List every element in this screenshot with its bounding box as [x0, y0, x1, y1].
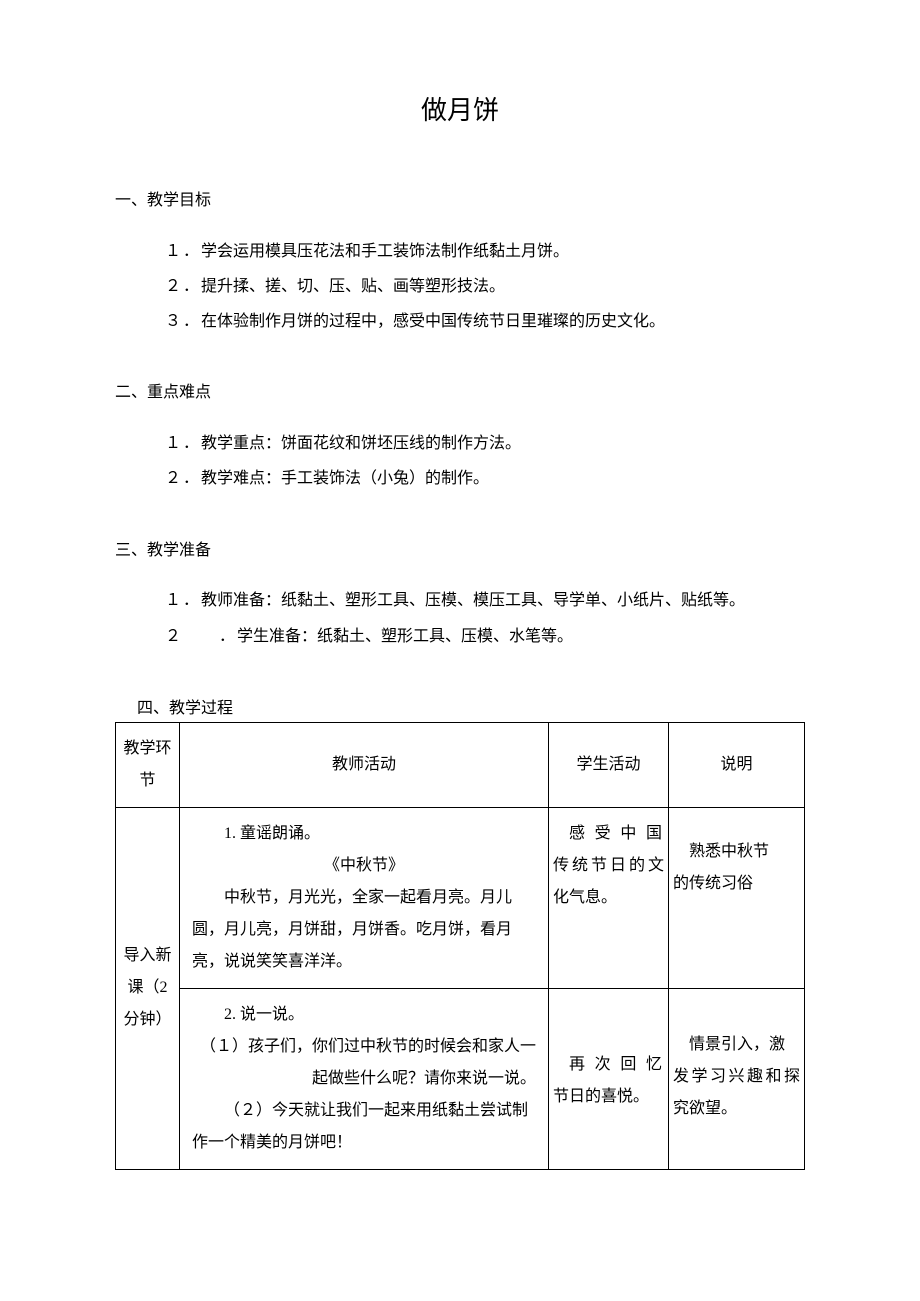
cell-teacher-2: 2. 说一说。 （１）孩子们，你们过中秋节的时候会和家人一起做些什么呢？请你来说…: [180, 988, 549, 1169]
table-row: 2. 说一说。 （１）孩子们，你们过中秋节的时候会和家人一起做些什么呢？请你来说…: [116, 988, 805, 1169]
section-keypoints: 二、重点难点 １．教学重点：饼面花纹和饼坯压线的制作方法。 ２．教学难点：手工装…: [115, 379, 805, 496]
col-header-note: 说明: [669, 722, 805, 807]
student-line: 感受中国: [553, 818, 664, 850]
item-text: 在体验制作月饼的过程中，感受中国传统节日里璀璨的历史文化。: [201, 313, 665, 330]
item-text: 教学重点：饼面花纹和饼坯压线的制作方法。: [201, 435, 521, 452]
list-item: １．学会运用模具压花法和手工装饰法制作纸黏土月饼。: [115, 234, 805, 269]
item-num: １．: [165, 592, 201, 609]
student-line: 再次回忆: [553, 1049, 664, 1081]
cell-stage: 导入新课（2分钟）: [116, 807, 180, 1169]
col-header-student: 学生活动: [549, 722, 669, 807]
item-text: 提升揉、搓、切、压、贴、画等塑形技法。: [201, 278, 505, 295]
item-num: ２．: [165, 470, 201, 487]
teacher-line: （１）孩子们，你们过中秋节的时候会和家人一起做些什么呢？请你来说一说。: [192, 1031, 536, 1095]
item-text: 教学难点：手工装饰法（小兔）的制作。: [201, 470, 489, 487]
cell-student-2: 再次回忆 节日的喜悦。: [549, 988, 669, 1169]
list-item: ３．在体验制作月饼的过程中，感受中国传统节日里璀璨的历史文化。: [115, 304, 805, 339]
item-num: ２．: [165, 278, 201, 295]
list-item: ２ ．学生准备：纸黏土、塑形工具、压模、水笔等。: [115, 619, 805, 654]
teacher-line: 中秋节，月光光，全家一起看月亮。月儿圆，月儿亮，月饼甜，月饼香。吃月饼，看月亮，…: [192, 882, 536, 978]
item-text: 学生准备：纸黏土、塑形工具、压模、水笔等。: [237, 628, 573, 645]
col-header-stage: 教学环节: [116, 722, 180, 807]
teacher-line: 1. 童谣朗诵。: [192, 818, 536, 850]
note-line: 的传统习俗: [673, 868, 800, 900]
teacher-line: 《中秋节》: [192, 850, 536, 882]
item-num: １．: [165, 435, 201, 452]
list-item: １．教学重点：饼面花纹和饼坯压线的制作方法。: [115, 426, 805, 461]
cell-student-1: 感受中国 传统节日的文化气息。: [549, 807, 669, 988]
cell-note-1: 熟悉中秋节 的传统习俗: [669, 807, 805, 988]
teacher-line: 2. 说一说。: [192, 999, 536, 1031]
table-row: 导入新课（2分钟） 1. 童谣朗诵。 《中秋节》 中秋节，月光光，全家一起看月亮…: [116, 807, 805, 988]
table-header-row: 教学环节 教师活动 学生活动 说明: [116, 722, 805, 807]
item-num: １．: [165, 243, 201, 260]
section-heading-2: 二、重点难点: [115, 379, 805, 408]
note-line: 发学习兴趣和探究欲望。: [673, 1061, 800, 1125]
section-preparation: 三、教学准备 １．教师准备：纸黏土、塑形工具、压模、模压工具、导学单、小纸片、贴…: [115, 537, 805, 654]
section-heading-4: 四、教学过程: [115, 694, 805, 718]
section-objectives: 一、教学目标 １．学会运用模具压花法和手工装饰法制作纸黏土月饼。 ２．提升揉、搓…: [115, 187, 805, 339]
item-num: ２ ．: [165, 628, 237, 645]
list-item: １．教师准备：纸黏土、塑形工具、压模、模压工具、导学单、小纸片、贴纸等。: [115, 583, 805, 618]
col-header-teacher: 教师活动: [180, 722, 549, 807]
list-item: ２．提升揉、搓、切、压、贴、画等塑形技法。: [115, 269, 805, 304]
note-line: 熟悉中秋节: [673, 836, 800, 868]
list-item: ２．教学难点：手工装饰法（小兔）的制作。: [115, 461, 805, 496]
cell-note-2: 情景引入，激 发学习兴趣和探究欲望。: [669, 988, 805, 1169]
item-text: 学会运用模具压花法和手工装饰法制作纸黏土月饼。: [201, 243, 569, 260]
section-process: 四、教学过程 教学环节 教师活动 学生活动 说明 导入新课（2分钟） 1. 童谣…: [115, 694, 805, 1170]
item-num: ３．: [165, 313, 201, 330]
section-heading-3: 三、教学准备: [115, 537, 805, 566]
student-line: 传统节日的文化气息。: [553, 850, 664, 914]
note-line: 情景引入，激: [673, 1029, 800, 1061]
section-heading-1: 一、教学目标: [115, 187, 805, 216]
cell-teacher-1: 1. 童谣朗诵。 《中秋节》 中秋节，月光光，全家一起看月亮。月儿圆，月儿亮，月…: [180, 807, 549, 988]
page-title: 做月饼: [115, 90, 805, 127]
student-line: 节日的喜悦。: [553, 1081, 664, 1113]
item-text: 教师准备：纸黏土、塑形工具、压模、模压工具、导学单、小纸片、贴纸等。: [201, 592, 745, 609]
process-table: 教学环节 教师活动 学生活动 说明 导入新课（2分钟） 1. 童谣朗诵。 《中秋…: [115, 722, 805, 1170]
teacher-line: （２）今天就让我们一起来用纸黏土尝试制作一个精美的月饼吧！: [192, 1095, 536, 1159]
